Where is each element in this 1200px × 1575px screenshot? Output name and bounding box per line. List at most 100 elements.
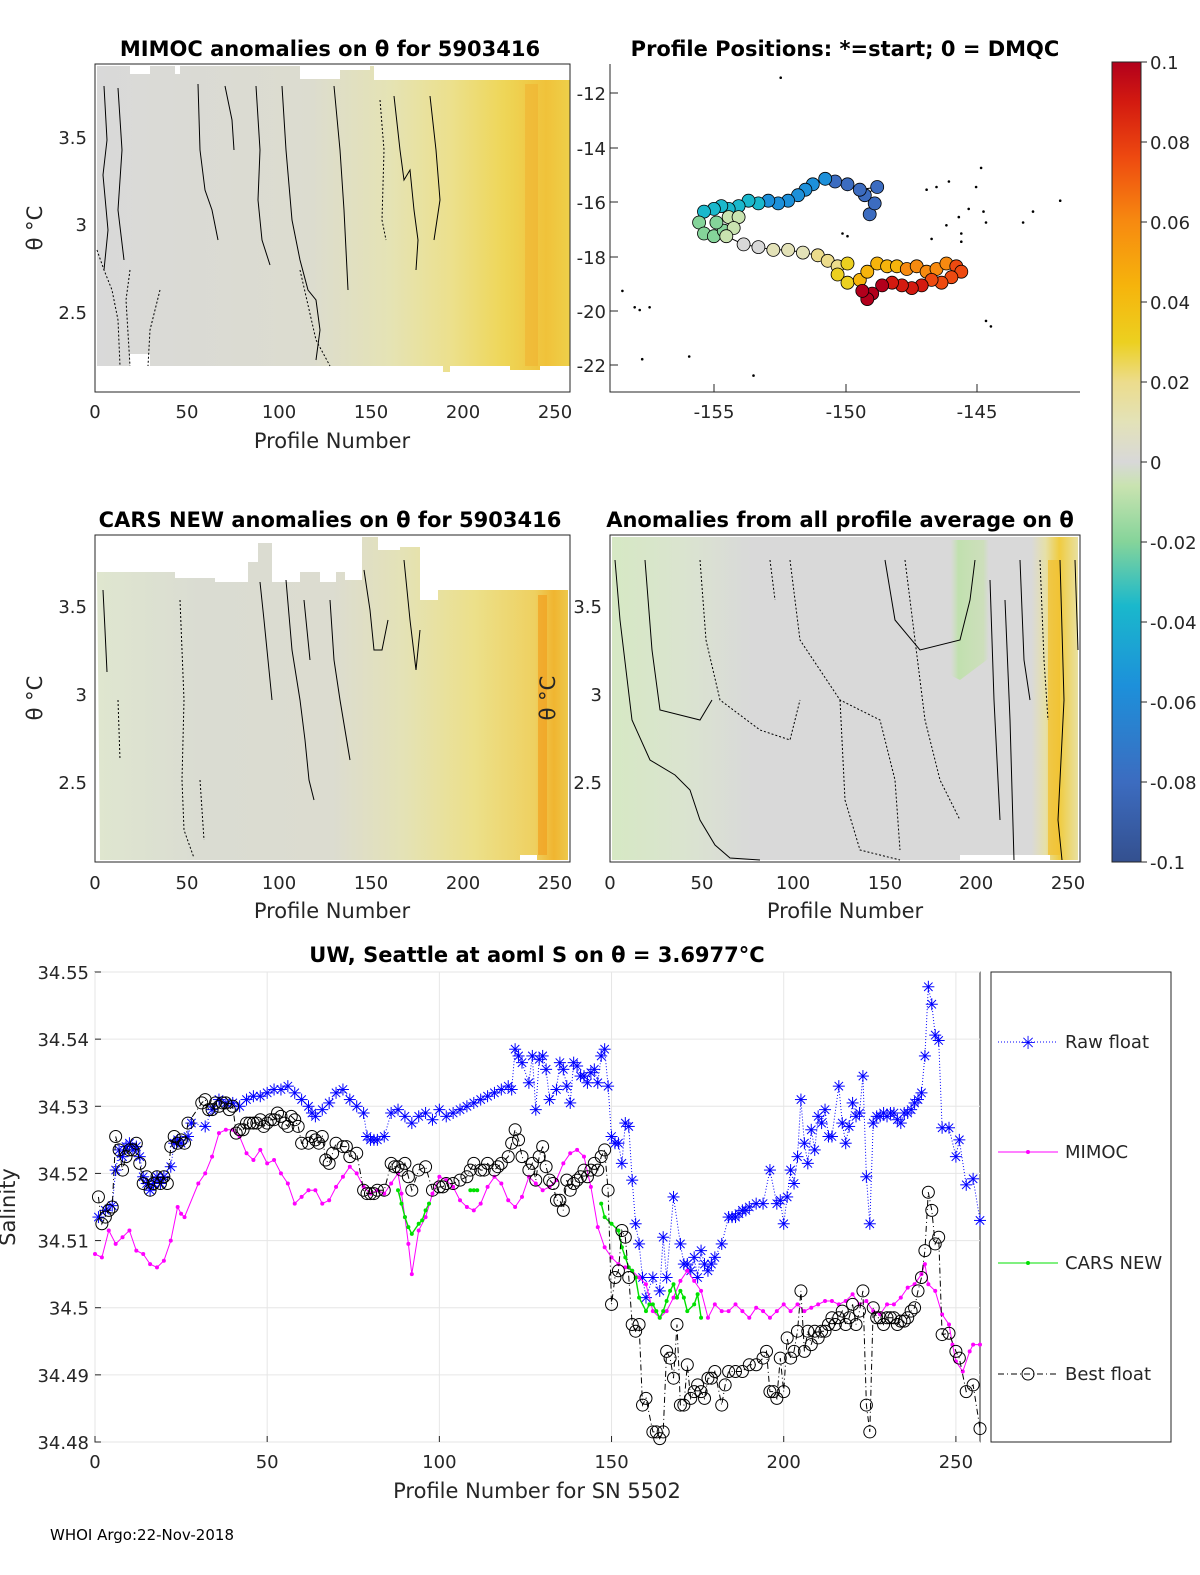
- best-float-point: [908, 1301, 922, 1315]
- cars-heatmap-band: [538, 595, 547, 855]
- mimoc-axes-box: [94, 63, 571, 393]
- mimoc-xlabel: Profile Number: [254, 429, 411, 453]
- best-float-point: [312, 1136, 326, 1150]
- legend-box: [990, 971, 1172, 1443]
- mimoc-point: [292, 1201, 297, 1206]
- mimoc-point: [726, 1309, 731, 1314]
- coastline-dot: [984, 221, 988, 224]
- cars-point: [657, 1315, 662, 1320]
- best-float-point: [921, 1185, 935, 1199]
- best-float-point: [181, 1116, 195, 1130]
- allavg-ytick: 3.5: [573, 597, 602, 618]
- mimoc-ytick: 2.5: [58, 303, 87, 324]
- mimoc-point: [602, 1245, 607, 1250]
- mimoc-point: [265, 1161, 270, 1166]
- allavg-xticks: 0 50 100 150 200 250: [604, 873, 1085, 894]
- best-float-point: [246, 1116, 260, 1130]
- best-float-point: [887, 1311, 901, 1325]
- mimoc-point: [499, 1181, 504, 1186]
- cars-point: [609, 1221, 614, 1226]
- best-float-point: [532, 1150, 546, 1164]
- best-float-point: [770, 1391, 784, 1405]
- best-float-point: [164, 1140, 178, 1154]
- cars-panel: CARS NEW anomalies on θ for 5903416 0 50…: [23, 508, 572, 923]
- raw-float-point: [109, 1164, 122, 1177]
- mimoc-point: [767, 1315, 772, 1320]
- best-float-point: [209, 1096, 223, 1110]
- raw-float-point: [832, 1080, 845, 1093]
- coastline-dot: [925, 188, 928, 191]
- best-float-point: [560, 1173, 574, 1187]
- best-float-point: [632, 1318, 646, 1331]
- mimoc-point: [423, 1215, 428, 1220]
- best-float-point: [505, 1136, 519, 1150]
- raw-float-point: [763, 1164, 776, 1177]
- best-float-point: [205, 1103, 219, 1117]
- best-float-point: [694, 1385, 708, 1399]
- coastline-dot: [979, 166, 983, 170]
- raw-float-point: [557, 1063, 570, 1076]
- best-float-point: [539, 1160, 553, 1174]
- coastline-dot: [945, 224, 948, 227]
- mimoc-point: [774, 1309, 779, 1314]
- best-float-point: [708, 1365, 722, 1378]
- best-float-point: [536, 1140, 550, 1154]
- best-float-point: [601, 1183, 615, 1197]
- best-float-point: [811, 1331, 825, 1345]
- raw-float-point: [505, 1083, 518, 1096]
- best-float-point: [308, 1133, 322, 1147]
- cars-point: [674, 1295, 679, 1300]
- mimoc-point: [437, 1174, 442, 1179]
- raw-float-point: [929, 1029, 942, 1042]
- mimoc-point: [671, 1295, 676, 1300]
- best-float-point: [491, 1160, 505, 1174]
- coastline-dot: [846, 234, 849, 238]
- best-float-point: [150, 1170, 164, 1184]
- best-float-point: [250, 1116, 264, 1130]
- mimoc-point: [93, 1252, 97, 1256]
- mimoc-point: [106, 1228, 111, 1233]
- raw-float-point: [815, 1117, 828, 1130]
- mimoc-point: [926, 1282, 931, 1287]
- raw-float-point: [536, 1049, 549, 1062]
- colorbar-tick-label: 0.02: [1150, 373, 1190, 394]
- mimoc-point: [788, 1309, 793, 1314]
- best-float-point: [863, 1425, 877, 1439]
- colorbar-tick-label: 0.04: [1150, 293, 1190, 314]
- best-float-point: [673, 1398, 687, 1412]
- best-float-point: [363, 1187, 377, 1201]
- mimoc-ylabel: θ °C: [23, 206, 47, 251]
- mimoc-point: [278, 1171, 283, 1176]
- positions-ytick: -20: [577, 302, 606, 323]
- mimoc-contours: [102, 83, 441, 361]
- mimoc-point: [458, 1198, 463, 1203]
- cars-point: [599, 1201, 604, 1206]
- mimoc-point: [120, 1235, 125, 1240]
- raw-float-point: [357, 1107, 370, 1119]
- legend-mimoc-label: MIMOC: [1065, 1142, 1128, 1163]
- best-float-point: [398, 1156, 412, 1170]
- cars-point: [471, 1188, 476, 1193]
- allavg-xtick: 100: [776, 873, 810, 894]
- best-float-point: [525, 1156, 539, 1170]
- positions-xticks: -155 -150 -145: [694, 384, 997, 423]
- best-float-point: [467, 1156, 481, 1170]
- raw-float-point: [839, 1137, 852, 1150]
- allavg-xtick: 0: [604, 873, 615, 894]
- raw-float-point: [843, 1120, 856, 1133]
- profile-position-dot: [852, 182, 867, 197]
- best-float-point: [319, 1153, 333, 1167]
- best-float-point: [405, 1183, 419, 1197]
- coastline-dot: [633, 306, 636, 309]
- mimoc-point: [272, 1158, 277, 1162]
- mimoc-point: [588, 1184, 593, 1189]
- salinity-panel: UW, Seattle at aoml S on θ = 3.6977°C 0 5…: [0, 943, 1172, 1503]
- best-float-point: [815, 1324, 829, 1338]
- mimoc-point: [99, 1255, 104, 1260]
- raw-float-point: [509, 1043, 522, 1056]
- best-float-point: [935, 1328, 949, 1342]
- cars-point: [616, 1228, 621, 1233]
- best-float-point: [109, 1130, 123, 1143]
- mimoc-point: [595, 1225, 600, 1230]
- best-float-point: [660, 1344, 674, 1358]
